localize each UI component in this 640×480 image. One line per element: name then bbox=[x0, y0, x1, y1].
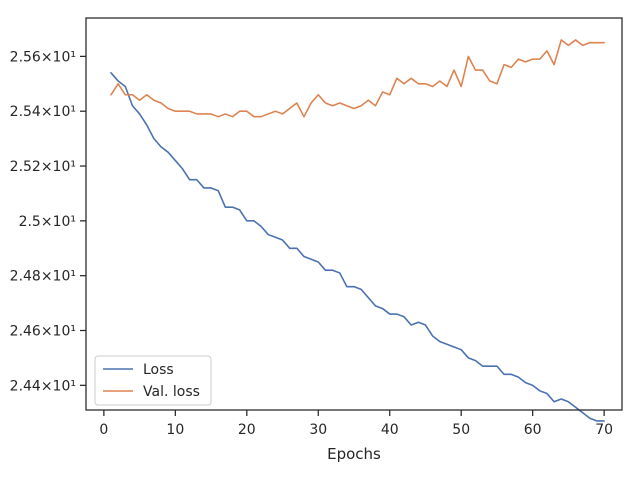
legend-entry-label: Val. loss bbox=[143, 384, 200, 400]
y-axis: 2.44×10¹ 2.46×10¹ 2.48×10¹ 2.5×10¹ 2.52×10¹ 2… bbox=[10, 49, 86, 394]
x-tick-label: 20 bbox=[238, 422, 256, 438]
y-tick-label: 2.56×10¹ bbox=[10, 49, 76, 65]
x-axis-label: Epochs bbox=[327, 445, 381, 463]
y-tick-label: 2.48×10¹ bbox=[10, 269, 76, 285]
series-layer bbox=[110, 39, 605, 422]
legend-entry-label: Loss bbox=[143, 362, 174, 378]
legend: Loss Val. loss bbox=[94, 355, 212, 406]
x-tick-label: 30 bbox=[309, 422, 327, 438]
x-tick-label: 50 bbox=[452, 422, 470, 438]
series-line-loss bbox=[110, 72, 605, 422]
x-tick-label: 40 bbox=[381, 422, 399, 438]
x-tick-label: 0 bbox=[99, 422, 108, 438]
y-tick-label: 2.5×10¹ bbox=[19, 214, 76, 230]
x-tick-label: 60 bbox=[524, 422, 542, 438]
x-tick-label: 10 bbox=[166, 422, 184, 438]
y-tick-label: 2.46×10¹ bbox=[10, 324, 76, 340]
plot-area bbox=[86, 18, 622, 410]
y-tick-label: 2.44×10¹ bbox=[10, 378, 76, 394]
x-axis: 0 10 20 30 40 50 60 70 bbox=[99, 410, 613, 438]
x-tick-label: 70 bbox=[595, 422, 613, 438]
series-line-val-loss bbox=[110, 39, 605, 118]
plot-frame bbox=[85, 17, 623, 411]
y-tick-label: 2.52×10¹ bbox=[10, 159, 76, 175]
y-tick-label: 2.54×10¹ bbox=[10, 104, 76, 120]
